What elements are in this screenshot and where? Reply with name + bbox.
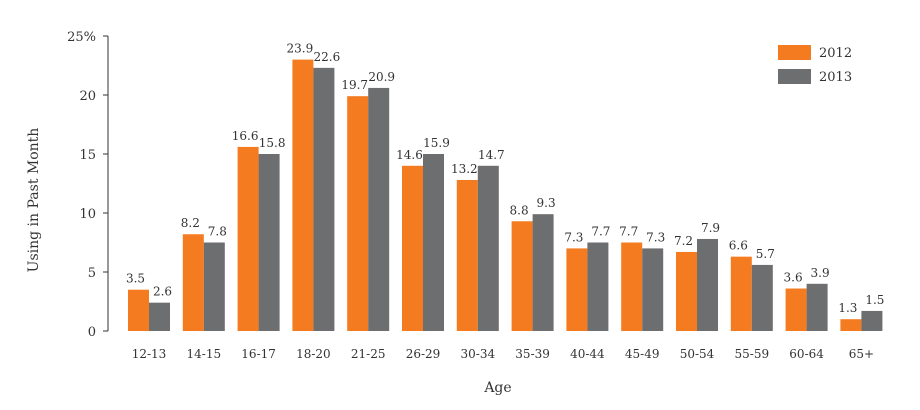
data-label-2013-12-13: 2.6 <box>153 285 172 299</box>
bar-2013-55-59 <box>751 264 773 331</box>
bar-2013-18-20 <box>313 67 335 332</box>
x-tick-label: 14-15 <box>187 347 222 361</box>
bar-2013-60-64 <box>806 283 828 331</box>
legend-label-2012: 2012 <box>819 46 852 61</box>
y-tick-label: 15 <box>79 148 96 163</box>
data-label-2012-60-64: 3.6 <box>784 271 803 285</box>
x-tick-label: 65+ <box>849 347 874 361</box>
data-label-2013-60-64: 3.9 <box>811 266 830 280</box>
data-label-2012-21-25: 19.7 <box>341 78 368 92</box>
bar-2012-26-29 <box>402 165 423 331</box>
data-label-2012-30-34: 13.2 <box>451 162 478 176</box>
x-tick-label: 60-64 <box>789 347 824 361</box>
bar-2013-21-25 <box>368 87 390 331</box>
data-label-2013-26-29: 15.9 <box>423 136 450 150</box>
y-tick-label: 5 <box>88 266 96 281</box>
data-label-2012-12-13: 3.5 <box>126 272 145 286</box>
bar-2012-45-49 <box>621 242 643 331</box>
bar-2013-16-17 <box>258 154 280 331</box>
bar-2013-50-54 <box>697 238 718 331</box>
data-label-2012-45-49: 7.7 <box>619 225 638 239</box>
bar-2012-35-39 <box>511 221 533 331</box>
data-label-2013-45-49: 7.3 <box>646 230 665 244</box>
x-tick-label: 12-13 <box>132 347 167 361</box>
bar-2012-60-64 <box>785 288 807 331</box>
bar-2012-50-54 <box>676 251 697 331</box>
bar-2013-26-29 <box>423 154 444 331</box>
legend-swatch-2013 <box>778 69 811 84</box>
x-axis: 12-13 14-15 16-17 18-20 21-25 26-29 30-34 35-39… <box>132 347 874 361</box>
data-label-2012-35-39: 8.8 <box>510 203 529 217</box>
data-label-2013-65+: 1.5 <box>865 293 884 307</box>
data-label-2013-35-39: 9.3 <box>537 196 556 210</box>
y-tick-label: 0 <box>88 325 96 340</box>
bar-2013-14-15 <box>203 242 225 331</box>
x-tick-label: 16-17 <box>241 347 276 361</box>
x-tick-label: 26-29 <box>406 347 441 361</box>
legend-label-2013: 2013 <box>819 70 852 85</box>
x-tick-label: 18-20 <box>296 347 331 361</box>
bar-2012-18-20 <box>292 59 314 331</box>
bar-2013-65+ <box>861 310 883 331</box>
bar-2013-45-49 <box>642 248 664 331</box>
data-label-2013-16-17: 15.8 <box>259 136 286 150</box>
data-label-2012-40-44: 7.3 <box>564 230 583 244</box>
y-tick-label: 25% <box>67 30 96 45</box>
x-tick-label: 40-44 <box>570 347 605 361</box>
x-tick-label: 50-54 <box>680 347 715 361</box>
data-label-2013-21-25: 20.9 <box>368 70 395 84</box>
data-label-2013-50-54: 7.9 <box>701 221 720 235</box>
bar-2013-12-13 <box>149 302 170 331</box>
data-label-2012-55-59: 6.6 <box>729 239 748 253</box>
data-label-2012-14-15: 8.2 <box>181 216 200 230</box>
bar-2012-16-17 <box>237 146 259 331</box>
legend-swatch-2012 <box>778 45 811 60</box>
legend: 2012 2013 <box>778 45 852 85</box>
bar-2012-30-34 <box>456 179 478 331</box>
data-label-2012-16-17: 16.6 <box>232 129 259 143</box>
x-tick-label: 55-59 <box>735 347 770 361</box>
data-labels: 3.5 2.6 8.2 7.8 16.615.8 23.922.619.720.9 14.6… <box>126 42 884 316</box>
bars <box>128 59 883 332</box>
bar-2013-35-39 <box>532 214 554 331</box>
y-axis-title: Using in Past Month <box>26 128 42 273</box>
bar-2012-65+ <box>840 319 862 331</box>
bar-2013-30-34 <box>477 165 499 331</box>
y-tick-label: 10 <box>79 207 96 222</box>
bar-2012-12-13 <box>128 289 149 331</box>
data-label-2013-14-15: 7.8 <box>208 225 227 239</box>
bar-2012-14-15 <box>182 234 204 331</box>
bar-2012-40-44 <box>566 248 588 331</box>
data-label-2013-40-44: 7.7 <box>591 225 610 239</box>
x-axis-title: Age <box>483 380 511 396</box>
data-label-2013-55-59: 5.7 <box>756 247 775 261</box>
data-label-2012-26-29: 14.6 <box>396 148 423 162</box>
data-label-2012-18-20: 23.9 <box>287 42 314 56</box>
data-label-2013-30-34: 14.7 <box>478 148 505 162</box>
bar-2012-55-59 <box>730 256 752 331</box>
data-label-2012-65+: 1.3 <box>838 301 857 315</box>
bar-2012-21-25 <box>347 96 369 332</box>
x-tick-label: 45-49 <box>625 347 660 361</box>
x-tick-label: 21-25 <box>351 347 386 361</box>
data-label-2013-18-20: 22.6 <box>314 50 341 64</box>
bar-2013-40-44 <box>587 242 609 331</box>
data-label-2012-50-54: 7.2 <box>674 234 693 248</box>
x-tick-label: 30-34 <box>461 347 496 361</box>
x-tick-label: 35-39 <box>515 347 550 361</box>
y-tick-label: 20 <box>79 89 96 104</box>
y-axis: 0 5 10 15 20 25% <box>67 30 109 340</box>
